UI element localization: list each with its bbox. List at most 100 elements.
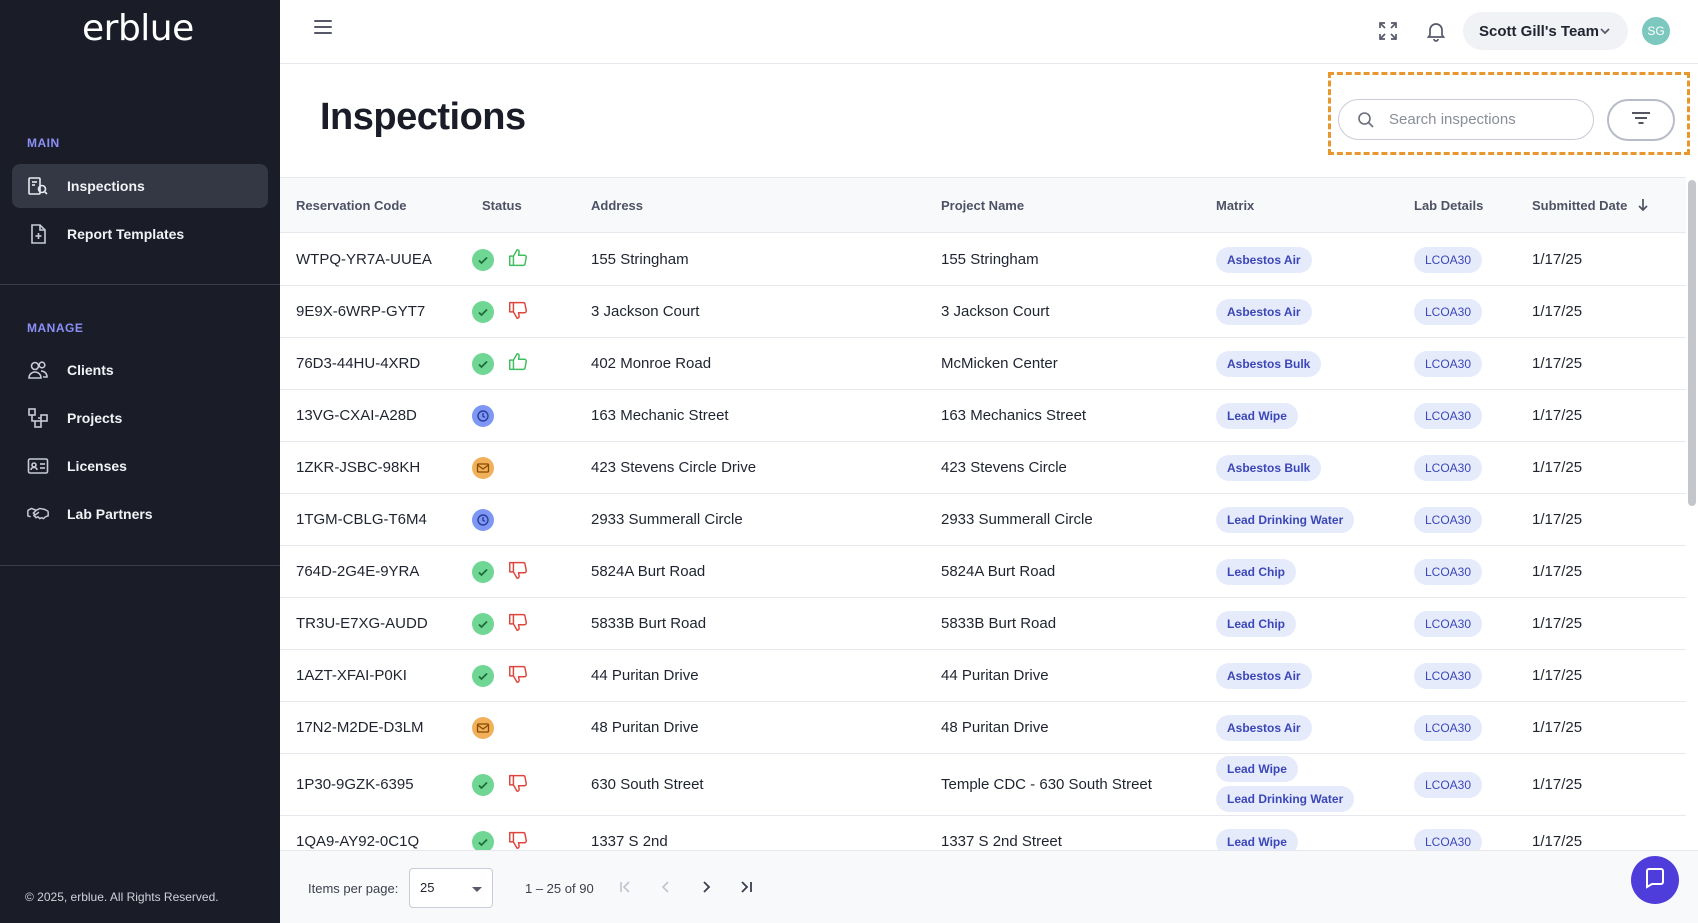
submitted-date: 1/17/25: [1532, 355, 1583, 372]
sidebar-item-inspections[interactable]: Inspections: [12, 164, 268, 208]
reservation-code[interactable]: 9E9X-6WRP-GYT7: [296, 303, 426, 320]
lab-details-chip[interactable]: LCOA30: [1414, 663, 1483, 689]
matrix-chip: Asbestos Bulk: [1216, 455, 1322, 481]
sidebar-item-label: Report Templates: [67, 226, 185, 242]
filter-button[interactable]: [1607, 99, 1675, 141]
lab-details-chip[interactable]: LCOA30: [1414, 455, 1483, 481]
address: 48 Puritan Drive: [591, 719, 699, 736]
lab-details-chip[interactable]: LCOA30: [1414, 772, 1483, 798]
previous-page-icon[interactable]: [654, 875, 678, 899]
matrix-chip: Asbestos Bulk: [1216, 351, 1322, 377]
thumbs-down-icon: [507, 299, 529, 321]
address: 3 Jackson Court: [591, 303, 700, 320]
highlight-annotation: [1328, 72, 1690, 155]
status-approved-icon: [472, 561, 494, 583]
table-row[interactable]: 1TGM-CBLG-T6M4 2933 Summerall Circle 2933 …: [280, 494, 1686, 546]
thumbs-up-icon: [507, 247, 529, 269]
column-header-address[interactable]: Address: [591, 198, 644, 213]
sidebar-item-clients[interactable]: Clients: [12, 348, 268, 392]
column-header-project-name[interactable]: Project Name: [941, 198, 1025, 213]
sidebar-item-label: Lab Partners: [67, 506, 153, 522]
sidebar: erblue MAIN Inspections Report Templates…: [0, 0, 280, 923]
reservation-code[interactable]: 13VG-CXAI-A28D: [296, 407, 417, 424]
sidebar-item-licenses[interactable]: Licenses: [12, 444, 268, 488]
table-row[interactable]: 1AZT-XFAI-P0KI 44 Puritan Drive 44 Puritan…: [280, 650, 1686, 702]
avatar[interactable]: SG: [1642, 17, 1670, 45]
submitted-date: 1/17/25: [1532, 459, 1583, 476]
lab-details-chip[interactable]: LCOA30: [1414, 247, 1483, 273]
matrix-chip: Lead Drinking Water: [1216, 507, 1355, 533]
search-field[interactable]: [1338, 99, 1594, 140]
last-page-icon[interactable]: [734, 875, 758, 899]
project-name: Temple CDC - 630 South Street: [941, 776, 1152, 793]
matrix-chip: Asbestos Air: [1216, 663, 1312, 689]
table-row[interactable]: 764D-2G4E-9YRA 5824A Burt Road 5824A Burt …: [280, 546, 1686, 598]
lab-details-chip[interactable]: LCOA30: [1414, 829, 1483, 850]
table-row[interactable]: 9E9X-6WRP-GYT7 3 Jackson Court 3 Jackson C…: [280, 286, 1686, 338]
reservation-code[interactable]: TR3U-E7XG-AUDD: [296, 615, 428, 632]
address: 5824A Burt Road: [591, 563, 706, 580]
table-row[interactable]: 17N2-M2DE-D3LM 48 Puritan Drive 48 Puritan…: [280, 702, 1686, 754]
matrix-chip: Lead Drinking Water: [1216, 786, 1355, 812]
table-row[interactable]: 13VG-CXAI-A28D 163 Mechanic Street 163 Mec…: [280, 390, 1686, 442]
sidebar-item-projects[interactable]: Projects: [12, 396, 268, 440]
items-per-page-label: Items per page:: [308, 881, 399, 896]
items-per-page-select[interactable]: 25: [409, 868, 493, 908]
notification-bell-icon[interactable]: [1424, 19, 1448, 43]
team-selector-button[interactable]: Scott Gill's Team: [1463, 12, 1628, 50]
table-row[interactable]: 1QA9-AY92-0C1Q 1337 S 2nd 1337 S 2nd Stree…: [280, 816, 1686, 850]
table-row[interactable]: TR3U-E7XG-AUDD 5833B Burt Road 5833B Burt …: [280, 598, 1686, 650]
table-row[interactable]: 76D3-44HU-4XRD 402 Monroe Road McMicken Ce…: [280, 338, 1686, 390]
lab-details-chip[interactable]: LCOA30: [1414, 299, 1483, 325]
reservation-code[interactable]: 1P30-9GZK-6395: [296, 776, 414, 793]
submitted-date: 1/17/25: [1532, 563, 1583, 580]
column-header-reservation-code[interactable]: Reservation Code: [296, 198, 407, 213]
table-row[interactable]: 1P30-9GZK-6395 630 South Street Temple CDC…: [280, 754, 1686, 816]
reservation-code[interactable]: 1TGM-CBLG-T6M4: [296, 511, 427, 528]
column-header-submitted-date[interactable]: Submitted Date: [1532, 198, 1628, 213]
fullscreen-icon[interactable]: [1376, 19, 1400, 43]
table-row[interactable]: WTPQ-YR7A-UUEA 155 Stringham 155 Stringham…: [280, 234, 1686, 286]
table-row[interactable]: 1ZKR-JSBC-98KH 423 Stevens Circle Drive 42…: [280, 442, 1686, 494]
sidebar-item-report-templates[interactable]: Report Templates: [12, 212, 268, 256]
lab-details-chip[interactable]: LCOA30: [1414, 351, 1483, 377]
column-header-matrix[interactable]: Matrix: [1216, 198, 1255, 213]
submitted-date: 1/17/25: [1532, 667, 1583, 684]
logo[interactable]: erblue: [82, 8, 194, 49]
submitted-date: 1/17/25: [1532, 251, 1583, 268]
column-header-status[interactable]: Status: [482, 198, 522, 213]
sidebar-item-label: Inspections: [67, 178, 145, 194]
reservation-code[interactable]: 17N2-M2DE-D3LM: [296, 719, 424, 736]
top-bar: Scott Gill's Team SG: [280, 0, 1698, 64]
first-page-icon[interactable]: [614, 875, 638, 899]
search-input[interactable]: [1389, 111, 1579, 128]
lab-details-chip[interactable]: LCOA30: [1414, 559, 1483, 585]
project-name: 44 Puritan Drive: [941, 667, 1049, 684]
reservation-code[interactable]: 76D3-44HU-4XRD: [296, 355, 421, 372]
lab-details-chip[interactable]: LCOA30: [1414, 611, 1483, 637]
reservation-code[interactable]: WTPQ-YR7A-UUEA: [296, 251, 432, 268]
address: 1337 S 2nd: [591, 833, 668, 850]
next-page-icon[interactable]: [694, 875, 718, 899]
report-templates-icon: [26, 222, 50, 246]
project-name: 5833B Burt Road: [941, 615, 1057, 632]
projects-icon: [26, 406, 50, 430]
reservation-code[interactable]: 1QA9-AY92-0C1Q: [296, 833, 420, 850]
sort-arrow-down-icon[interactable]: [1637, 198, 1649, 217]
inspections-icon: [26, 174, 50, 198]
lab-details-chip[interactable]: LCOA30: [1414, 715, 1483, 741]
chat-button[interactable]: [1631, 856, 1679, 904]
address: 44 Puritan Drive: [591, 667, 699, 684]
status-pending-clock-icon: [472, 509, 494, 531]
sidebar-item-lab-partners[interactable]: Lab Partners: [12, 492, 268, 536]
lab-details-chip[interactable]: LCOA30: [1414, 507, 1483, 533]
reservation-code[interactable]: 1ZKR-JSBC-98KH: [296, 459, 421, 476]
lab-details-chip[interactable]: LCOA30: [1414, 403, 1483, 429]
menu-toggle-icon[interactable]: [314, 20, 334, 40]
reservation-code[interactable]: 764D-2G4E-9YRA: [296, 563, 420, 580]
table-scrollbar[interactable]: [1688, 180, 1696, 506]
project-name: McMicken Center: [941, 355, 1058, 372]
reservation-code[interactable]: 1AZT-XFAI-P0KI: [296, 667, 407, 684]
column-header-lab-details[interactable]: Lab Details: [1414, 198, 1484, 213]
status-approved-icon: [472, 613, 494, 635]
